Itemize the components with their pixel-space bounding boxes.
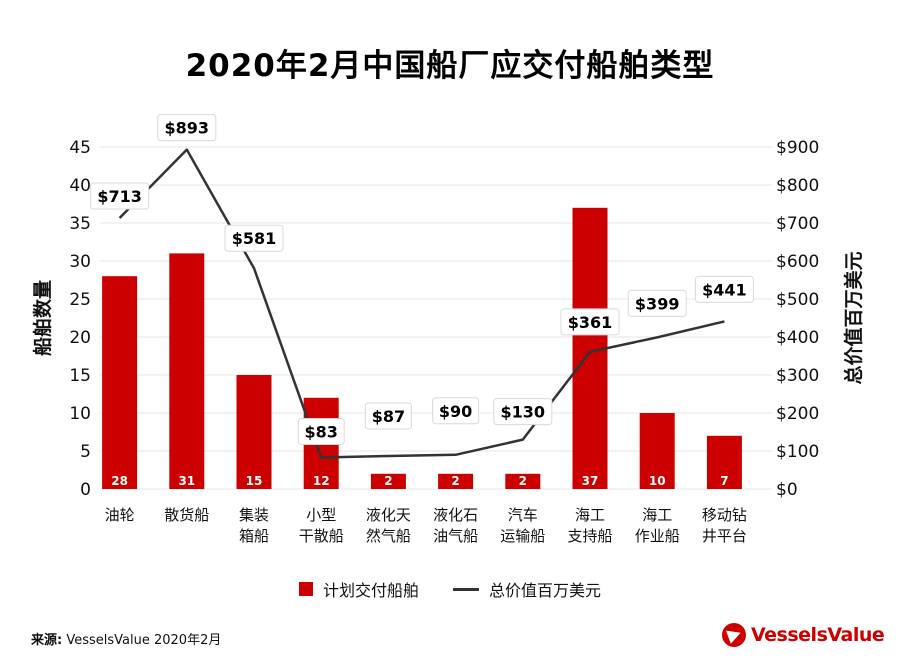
bar-value-label: 28 <box>111 474 128 488</box>
point-value-label: $130 <box>501 403 546 422</box>
left-tick-label: 15 <box>69 366 91 386</box>
bar[interactable] <box>706 435 742 489</box>
legend-bar-swatch <box>298 582 313 596</box>
right-tick-label: $500 <box>776 290 819 310</box>
bar[interactable] <box>370 473 406 489</box>
source-note: 来源: VesselsValue 2020年2月 <box>31 629 221 648</box>
point-label-box <box>627 289 687 317</box>
point-label-box <box>493 398 553 426</box>
point-value-label: $83 <box>304 422 337 441</box>
legend-bar-label: 计划交付船舶 <box>322 581 419 600</box>
bar-series: 28 31 15 12 2 2 2 37 10 7 <box>102 207 742 490</box>
right-tick-label: $700 <box>776 214 819 234</box>
category-label: 海工支持船 <box>567 506 612 545</box>
category-label: 液化石油气船 <box>433 506 478 545</box>
right-axis-title: 总价值百万美元 <box>842 251 865 384</box>
vesselsvalue-logo: VesselsValue <box>722 623 885 647</box>
bar-value-label: 2 <box>384 474 392 488</box>
right-tick-label: $800 <box>776 176 819 196</box>
right-tick-label: $300 <box>776 366 819 386</box>
left-axis-title: 船舶数量 <box>31 280 54 356</box>
right-tick-label: $600 <box>776 252 819 272</box>
bar[interactable] <box>438 473 474 489</box>
point-label-box <box>157 114 217 142</box>
category-label: 移动钻井平台 <box>702 506 747 545</box>
left-tick-label: 20 <box>69 328 91 348</box>
bar-value-label: 2 <box>519 474 527 488</box>
bar-value-label: 15 <box>246 474 263 488</box>
left-tick-label: 10 <box>69 404 91 424</box>
right-tick-label: $200 <box>776 404 819 424</box>
chart-title: 2020年2月中国船厂应交付船舶类型 <box>185 48 715 84</box>
point-label-box <box>297 417 345 445</box>
left-tick-label: 25 <box>69 290 91 310</box>
category-label: 散货船 <box>164 506 209 524</box>
source-text: VesselsValue 2020年2月 <box>66 633 222 648</box>
right-tick-label: $900 <box>776 138 819 158</box>
right-tick-label: $100 <box>776 442 819 462</box>
left-tick-label: 40 <box>69 176 91 196</box>
bar-value-label: 2 <box>451 474 459 488</box>
right-tick-label: $0 <box>776 480 798 500</box>
legend-item-bars[interactable]: 计划交付船舶 <box>298 577 419 601</box>
point-label-box <box>432 397 480 425</box>
left-tick-label: 35 <box>69 214 91 234</box>
logo-play-icon <box>722 623 746 647</box>
right-axis-ticks: $0 $100 $200 $300 $400 $500 $600 $700 $800 $900 <box>776 138 819 500</box>
left-tick-label: 5 <box>80 442 91 462</box>
bar[interactable] <box>505 473 541 489</box>
point-value-label: $441 <box>702 280 747 299</box>
point-value-label: $713 <box>97 187 142 206</box>
left-tick-label: 30 <box>69 252 91 272</box>
line-point-labels: $713 $893 $581 $83 $87 $90 $130 $361 $399 $441 <box>90 114 754 445</box>
bar-value-label: 37 <box>582 474 599 488</box>
category-labels: 油轮 散货船 集装箱船小型干散船液化天然气船液化石油气船汽车运输船海工支持船海工作业… <box>105 506 747 545</box>
left-tick-label: 45 <box>69 138 91 158</box>
bar[interactable] <box>639 413 675 489</box>
category-label: 小型干散船 <box>299 506 344 545</box>
bar[interactable] <box>169 253 205 489</box>
point-label-box <box>224 224 284 252</box>
category-label: 液化天然气船 <box>366 506 411 545</box>
point-value-label: $87 <box>372 407 405 426</box>
logo-text: VesselsValue <box>751 624 885 646</box>
point-value-label: $90 <box>439 402 472 421</box>
point-value-label: $581 <box>232 229 277 248</box>
point-value-label: $399 <box>635 294 680 313</box>
point-label-box <box>90 182 150 210</box>
legend-item-line[interactable]: 总价值百万美元 <box>453 577 601 601</box>
bar-value-label: 7 <box>720 474 728 488</box>
bar[interactable] <box>236 375 272 489</box>
category-label: 集装箱船 <box>239 506 269 545</box>
point-value-label: $361 <box>568 313 613 332</box>
left-tick-label: 0 <box>80 480 91 500</box>
point-label-box <box>364 402 412 430</box>
legend-line-swatch <box>453 587 479 591</box>
legend-line-label: 总价值百万美元 <box>489 581 602 600</box>
bar-value-label: 31 <box>178 474 195 488</box>
point-label-box <box>694 275 754 303</box>
category-label: 油轮 <box>105 506 135 524</box>
right-tick-label: $400 <box>776 328 819 348</box>
bar-value-label: 10 <box>649 474 666 488</box>
point-value-label: $893 <box>165 119 210 138</box>
category-label: 汽车运输船 <box>500 506 545 545</box>
source-label: 来源: <box>31 633 63 648</box>
value-line[interactable] <box>118 148 725 459</box>
point-label-box <box>560 308 620 336</box>
left-axis-ticks: 0 5 10 15 20 25 30 35 40 45 <box>69 138 91 500</box>
legend: 计划交付船舶 总价值百万美元 <box>0 577 900 601</box>
line-series <box>118 148 725 459</box>
bar[interactable] <box>102 276 138 489</box>
category-label: 海工作业船 <box>635 506 680 545</box>
bar-value-label: 12 <box>313 474 330 488</box>
